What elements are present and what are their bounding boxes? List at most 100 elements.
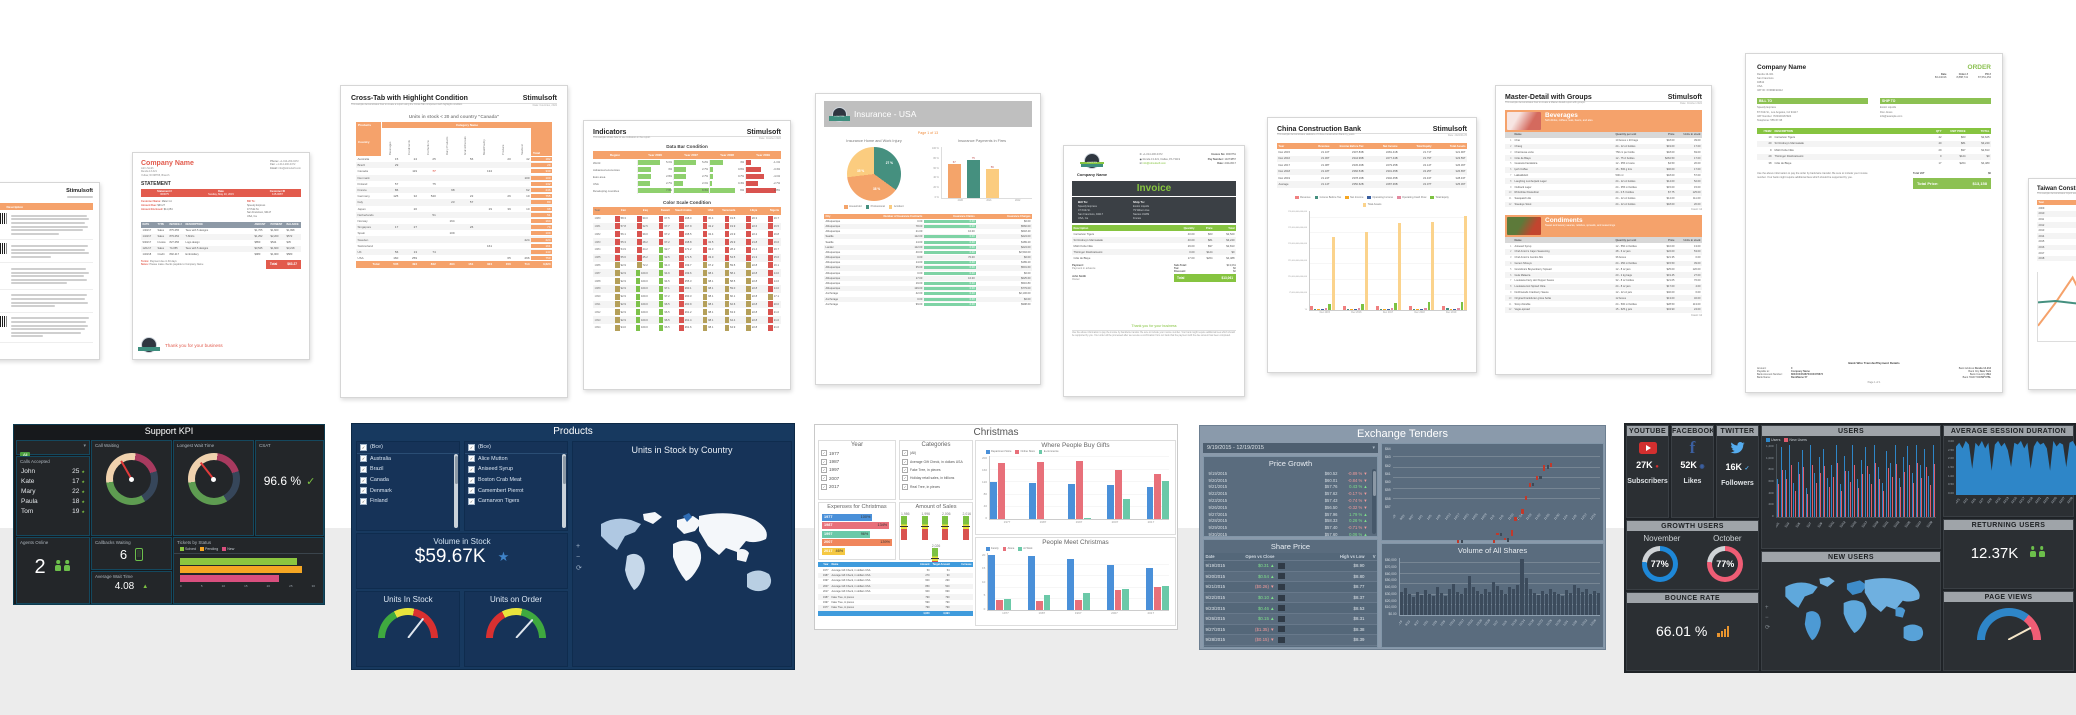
table-cell: 150 xyxy=(505,262,511,267)
table-cell: $10.00 xyxy=(1666,244,1675,248)
table-cell: 755 xyxy=(531,194,552,199)
candle xyxy=(1492,540,1496,545)
report-preview-crosstab[interactable]: Cross-Tab with Highlight Condition Stimu… xyxy=(340,85,568,398)
span: Solved xyxy=(185,547,196,551)
report-preview-taiwan[interactable]: Taiwan Construction This sample demonstr… xyxy=(2028,178,2076,390)
table-row: 1987 92.9 100.0 94.9 199.6 98.1 58.1 22.8 14.0 xyxy=(593,269,781,278)
map-controls[interactable]: + − ⟳ xyxy=(576,543,582,572)
bar xyxy=(1427,593,1431,615)
country-filter-panel[interactable]: (Все) Australia Brazil Canada Denmark Finlan… xyxy=(356,441,460,531)
table-cell: 22.2 xyxy=(737,231,759,237)
table-cell: 92.9 xyxy=(606,262,628,268)
report-preview-masterdetail[interactable]: Master-Detail with Groups Stimulsoft Thi… xyxy=(1495,85,1712,375)
volume-in-stock-panel: Volume in Stock $59.67K ★ xyxy=(356,533,568,589)
report-preview-invoice[interactable]: LOGOTYPE Company Name ✆ +1-014-200-0472 … xyxy=(1063,145,1245,397)
hbrow xyxy=(180,574,315,582)
report-preview-barcodes[interactable]: Stimulsoft Barcode Description xyxy=(0,182,100,360)
table-cell: $46.00 xyxy=(1666,168,1675,172)
span: 1997 xyxy=(829,467,840,473)
table-cell: ¥307.83B xyxy=(1351,151,1364,155)
table-cell: 67.5 xyxy=(650,216,672,222)
table-cell: 100.0 xyxy=(628,270,650,276)
group-photo xyxy=(1507,217,1541,236)
logo-badge: LOGOTYPE xyxy=(829,106,850,122)
table-cell: DATE xyxy=(142,223,150,227)
span: Revenue xyxy=(1300,195,1311,199)
table-cell: ¥1.24T xyxy=(1321,176,1330,180)
bill-to: Bill To: Speedy Express 47 Polk St. San … xyxy=(247,200,272,219)
bar xyxy=(1532,592,1536,615)
bar xyxy=(1394,302,1398,310)
condiments-table: 1 Aniseed Syrup 12 - 550 ml bottles $10.00 1… xyxy=(1505,243,1702,313)
table-cell: ¥1.10T xyxy=(1321,151,1330,155)
report-preview-statement[interactable]: Company Name John Smith Renda 13-321 Yello… xyxy=(132,152,310,360)
product-list[interactable]: Alice Mutton Aniseed Syrup Boston Crab Mea… xyxy=(465,454,567,507)
dashboard-social[interactable]: YOUTUBE 27K ● Subscribers FACEBOOK 52K ◉… xyxy=(1624,423,2076,673)
table-cell: 51 xyxy=(531,212,552,217)
map-reset-icon[interactable]: ⟳ xyxy=(1765,625,1771,632)
map-reset-icon[interactable]: ⟳ xyxy=(576,564,582,572)
dashboard-support-kpi[interactable]: Support KPI All▾ Calls Accepted John25Ka… xyxy=(13,424,325,605)
barcode-row xyxy=(0,313,93,343)
bar xyxy=(1449,308,1453,310)
span: Real Tree, in pieces xyxy=(910,484,940,489)
report-title: Taiwan Construction xyxy=(2037,186,2076,192)
scrollbar[interactable] xyxy=(562,454,566,528)
agent-filter-dropdown[interactable]: All ▾ xyxy=(16,440,90,458)
year-list[interactable]: 1977 1987 1997 2007 2017 xyxy=(819,449,895,491)
table-row: 1/10/17 Sales 879-052 T-Shirts $1,252 $2,200 $… xyxy=(141,233,301,240)
bounce-rate-panel: BOUNCE RATE 66.01 % xyxy=(1626,592,1759,671)
bar xyxy=(1106,565,1114,610)
expenses-panel: Expenses for Christmas 1977 100% 1987 134% 1… xyxy=(818,502,896,560)
table-cell: 2010 xyxy=(2038,212,2045,216)
select-all-checkbox[interactable]: (Все) xyxy=(465,442,567,453)
select-all-checkbox[interactable]: (Все) xyxy=(357,442,459,453)
table-cell: ¥1.06T xyxy=(1321,157,1330,161)
map-controls[interactable]: + − ⟳ xyxy=(1765,605,1770,631)
table-cell: ¥23.59T xyxy=(1455,157,1466,161)
zoom-out-icon[interactable]: − xyxy=(576,553,581,561)
table-cell: 57.00 xyxy=(1694,173,1701,177)
zoom-in-icon[interactable]: + xyxy=(1765,605,1769,612)
candle xyxy=(1496,532,1499,535)
table-cell: $13.00 xyxy=(1666,296,1675,300)
order-label: ORDER xyxy=(1967,64,1991,71)
table-cell: Sales xyxy=(157,229,165,233)
report-preview-insurance[interactable]: LOGOTYPE Insurance - USA Page 1 of 13 In… xyxy=(815,93,1041,385)
csat-value: 96.6 % xyxy=(263,474,302,488)
dashboard-products[interactable]: Products (Все) Australia Brazil Canada Denm… xyxy=(351,423,795,670)
scrollbar[interactable] xyxy=(454,454,458,528)
product-filter-panel[interactable]: (Все) Alice Mutton Aniseed Syrup Boston Cr… xyxy=(464,441,568,531)
span: Fake Tree, in pieces xyxy=(910,467,941,472)
bar xyxy=(996,599,1004,610)
sp xyxy=(1405,309,1408,310)
category-list[interactable]: (All) Average Gift Check, in dollars USA F… xyxy=(900,449,972,491)
scrollbar[interactable] xyxy=(1372,469,1376,534)
list-item: Solved xyxy=(180,547,196,551)
table-cell: 27.00 xyxy=(1694,273,1701,277)
report-preview-bank[interactable]: China Construction Bank Stimulsoft This … xyxy=(1267,117,1477,373)
table-cell: 94.9 xyxy=(650,270,672,276)
bar xyxy=(1107,485,1115,519)
table-cell: 98.1 xyxy=(694,278,716,284)
table-cell: 17.00 xyxy=(1694,168,1701,172)
list-item: New Users xyxy=(1784,438,1807,442)
billing-block: Bill To: Speedy Express 47 Polk St. San Fr… xyxy=(1072,197,1236,224)
list-item: 0.00 xyxy=(1948,490,1954,495)
table-row: 9/23/2015 $0.46 ▲ $8.53 xyxy=(1204,603,1377,614)
world-map[interactable] xyxy=(1774,564,1936,668)
report-preview-indicators[interactable]: Indicators Stimulsoft This sample shows … xyxy=(583,120,791,390)
table-cell: 30.4 xyxy=(694,216,716,222)
country-list[interactable]: Australia Brazil Canada Denmark Finland xyxy=(357,454,459,507)
table-cell: 12 - 8 oz jars xyxy=(1615,267,1631,271)
table-cell: Japan xyxy=(357,206,366,211)
world-map[interactable] xyxy=(587,458,787,662)
category-filter-panel[interactable]: Categories (All)Average Gift Check, in d… xyxy=(899,440,973,500)
zoom-in-icon[interactable]: + xyxy=(576,542,581,550)
report-preview-order[interactable]: Company Name ORDER Renda 13-321 San Franc… xyxy=(1745,53,2003,393)
dashboard-exchange-tenders[interactable]: Exchange Tenders 9/19/2015 - 12/19/2015 … xyxy=(1199,425,1606,650)
date-range-dropdown[interactable]: 9/19/2015 - 12/19/2015 xyxy=(1203,443,1378,453)
zoom-out-icon[interactable]: − xyxy=(1765,615,1769,622)
